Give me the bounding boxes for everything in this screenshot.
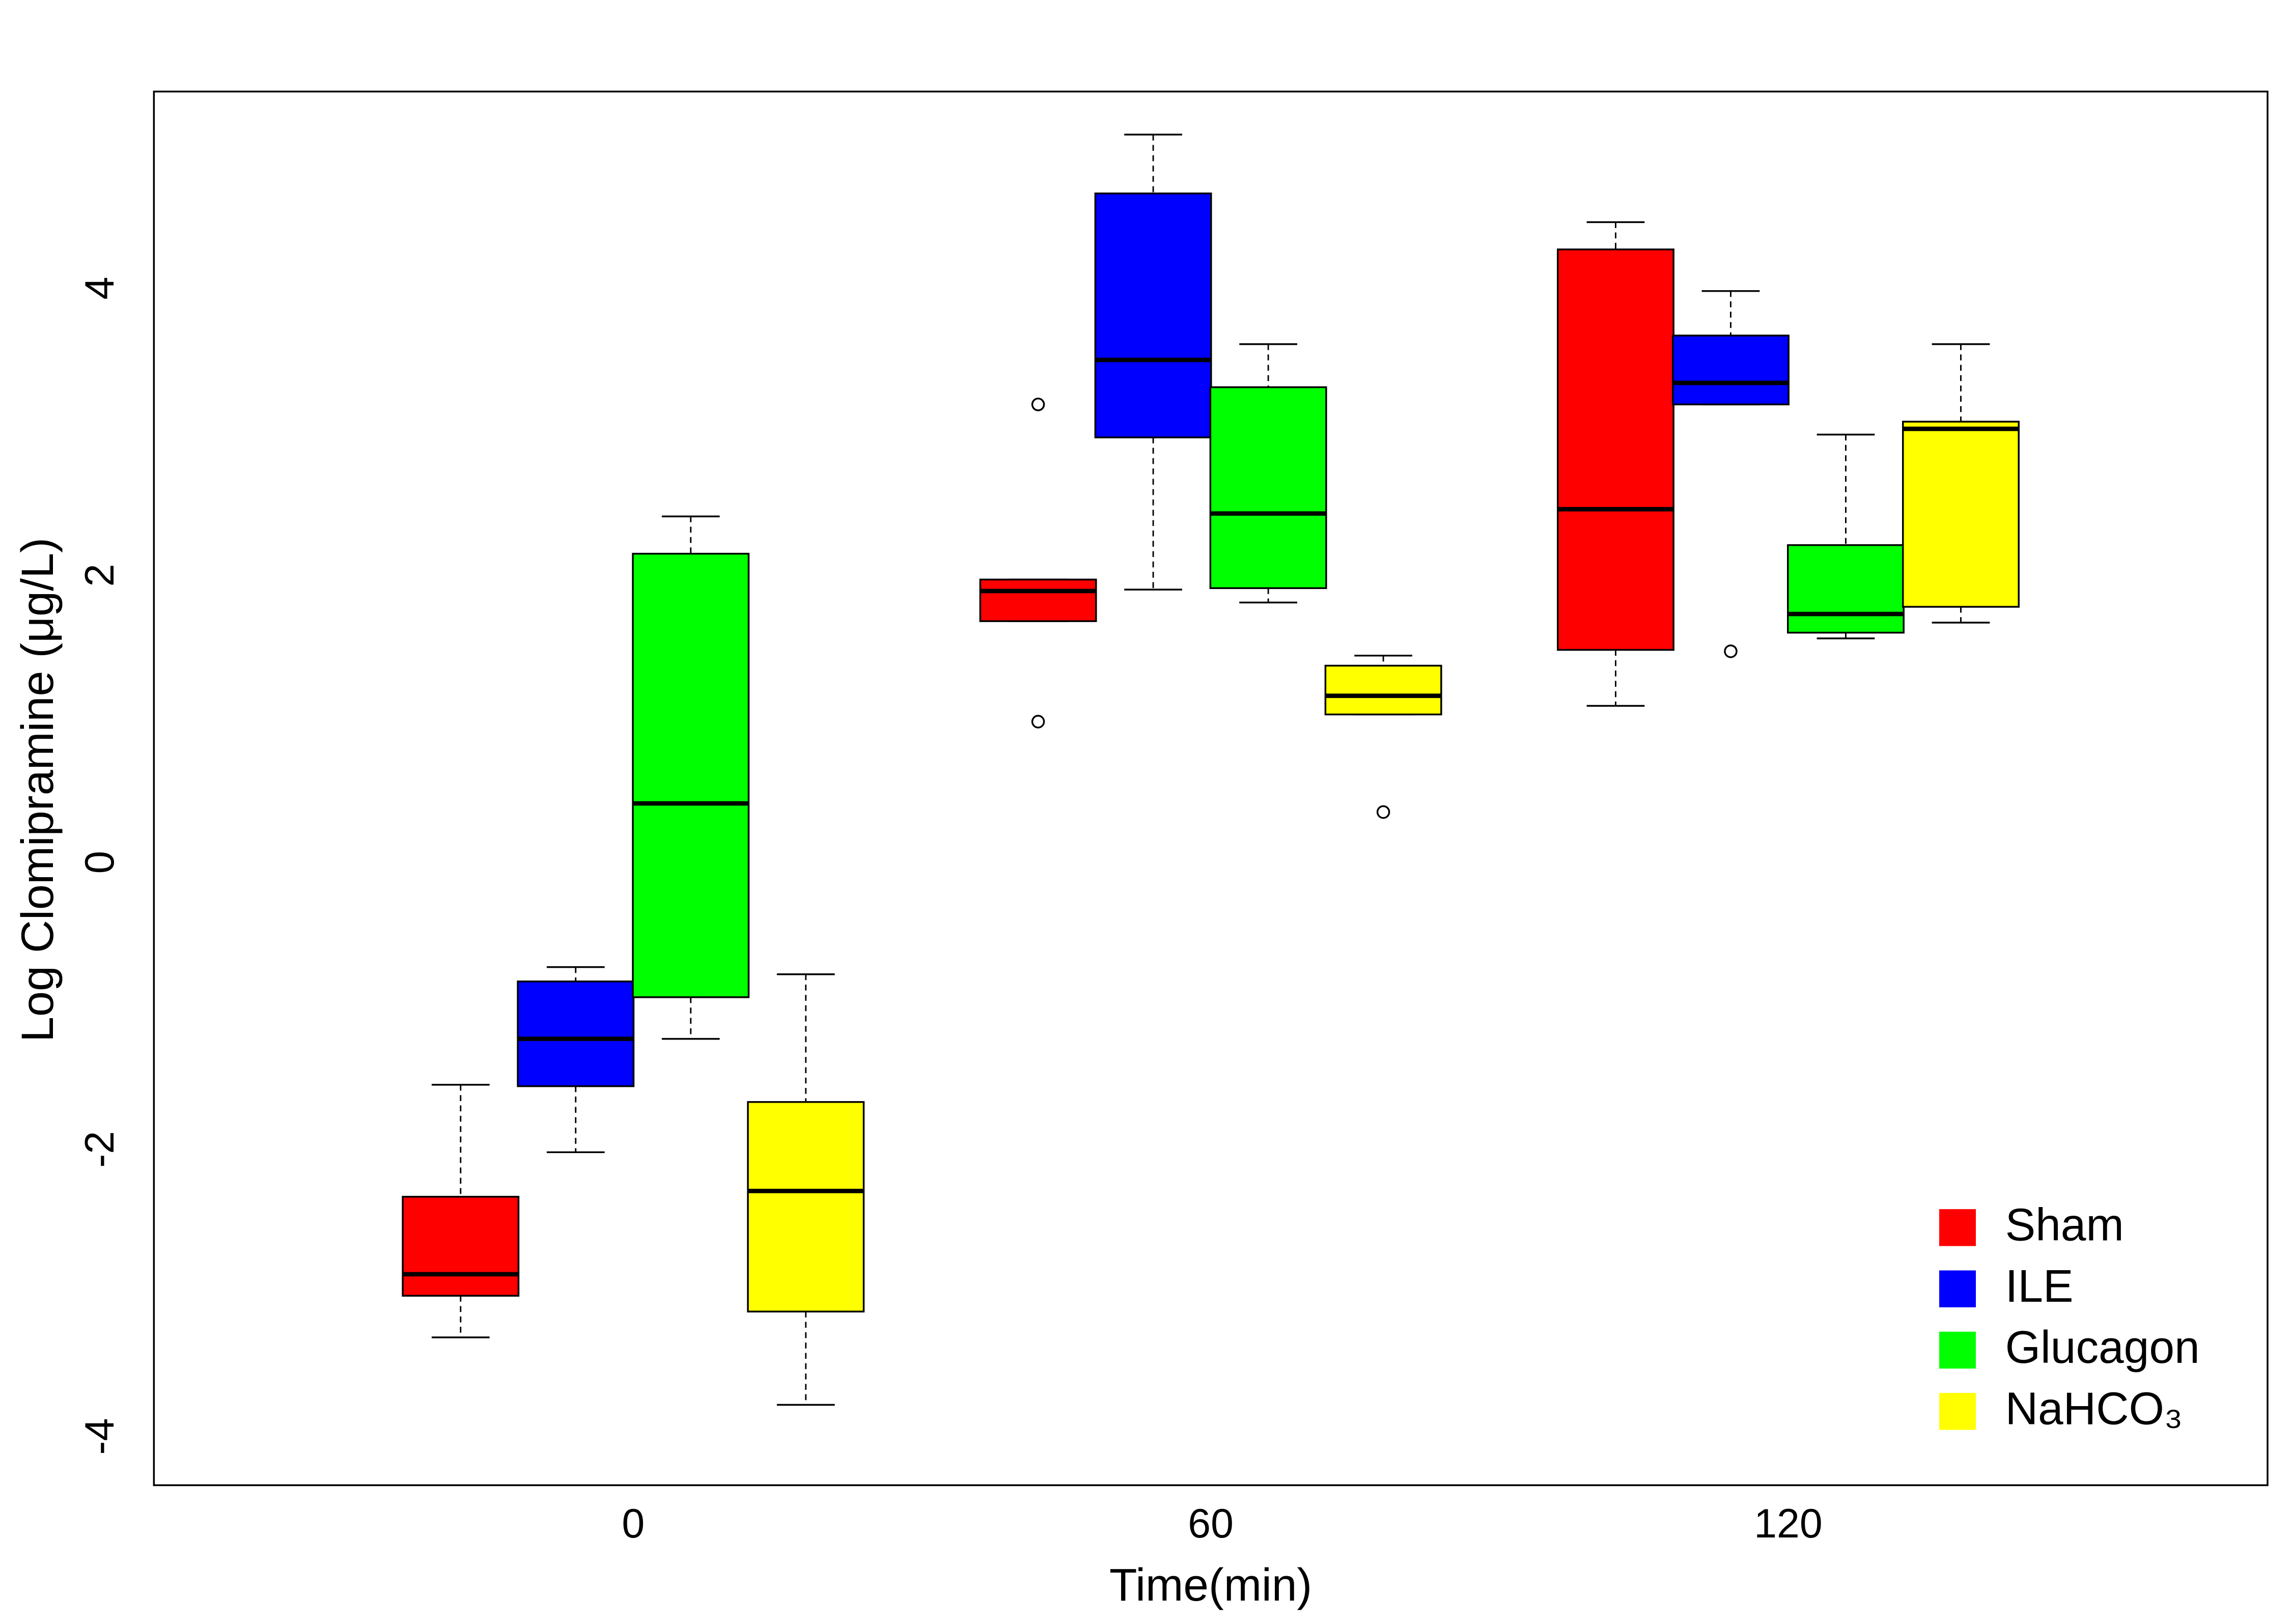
y-tick-label: 0 — [77, 851, 123, 874]
legend-label: ILE — [2005, 1261, 2074, 1311]
box — [1787, 544, 1905, 634]
box — [1557, 248, 1674, 651]
box — [1324, 664, 1442, 716]
y-tick-label: -2 — [77, 1131, 123, 1168]
y-tick-label: -4 — [77, 1418, 123, 1454]
box — [632, 552, 750, 998]
box — [1094, 192, 1212, 439]
box — [517, 981, 635, 1087]
legend-swatch — [1939, 1331, 1976, 1369]
outlier — [1376, 805, 1390, 819]
legend-label: Glucagon — [2005, 1322, 2200, 1373]
plot-frame — [153, 91, 2269, 1487]
x-tick-label: 60 — [1188, 1501, 1234, 1547]
y-tick-label: 2 — [77, 564, 123, 586]
legend-label: Sham — [2005, 1199, 2124, 1250]
x-axis-title: Time(min) — [1109, 1559, 1312, 1610]
x-tick-label: 120 — [1754, 1501, 1822, 1547]
box — [1902, 421, 2020, 608]
y-tick-label: 4 — [77, 276, 123, 299]
box — [1672, 334, 1790, 406]
legend-swatch — [1939, 1209, 1976, 1246]
outlier — [1031, 398, 1045, 411]
legend-label: NaHCO₃ — [2005, 1383, 2183, 1434]
outlier — [1724, 645, 1738, 658]
x-tick-label: 0 — [622, 1501, 645, 1547]
y-axis-title: Log Clomipramine (μg/L) — [12, 538, 63, 1042]
box — [1209, 386, 1327, 590]
legend-swatch — [1939, 1393, 1976, 1430]
box — [402, 1195, 520, 1297]
outlier — [1031, 715, 1045, 729]
box — [979, 578, 1097, 622]
box — [747, 1101, 865, 1312]
legend-swatch — [1939, 1270, 1976, 1307]
